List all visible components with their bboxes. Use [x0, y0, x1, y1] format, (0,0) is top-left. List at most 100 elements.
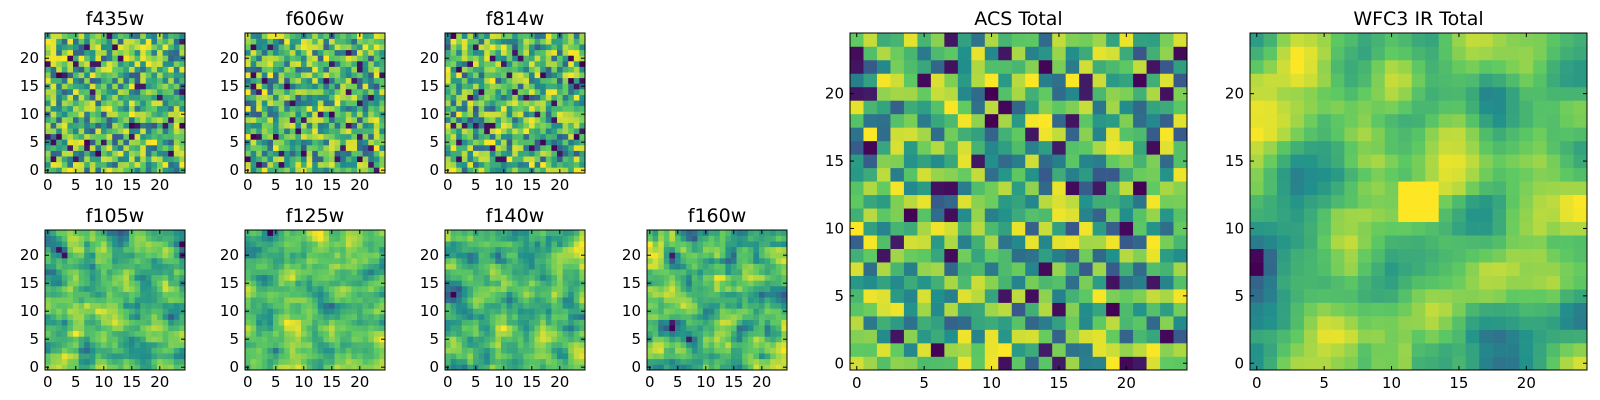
- heatmap-cell: [781, 291, 788, 298]
- heatmap-cell: [345, 302, 352, 309]
- heatmap-cell: [903, 329, 918, 344]
- heatmap-cell: [306, 161, 313, 168]
- heatmap-cell: [95, 49, 102, 56]
- heatmap-cell: [295, 105, 302, 112]
- heatmap-cell: [517, 139, 524, 146]
- heatmap-cell: [78, 133, 85, 140]
- heatmap-cell: [129, 133, 135, 140]
- heatmap-cell: [557, 314, 563, 320]
- heatmap-cell: [301, 150, 307, 157]
- heatmap-cell: [890, 194, 905, 209]
- heatmap-cell: [725, 252, 732, 259]
- heatmap-cell: [312, 342, 319, 348]
- heatmap-cell: [173, 156, 180, 163]
- heatmap-cell: [106, 241, 113, 248]
- heatmap-cell: [725, 241, 732, 248]
- heatmap-cell: [473, 308, 479, 315]
- heatmap-cell: [450, 314, 457, 320]
- heatmap-cell: [362, 83, 369, 90]
- heatmap-cell: [351, 72, 358, 79]
- heatmap-cell: [984, 343, 999, 357]
- heatmap-cell: [1025, 343, 1040, 357]
- heatmap-cell: [129, 111, 135, 118]
- heatmap-cell: [289, 122, 296, 129]
- heatmap-cell: [775, 269, 782, 276]
- heatmap-cell: [250, 33, 257, 39]
- heatmap-cell: [151, 342, 158, 348]
- x-tick-label: 5: [271, 176, 281, 194]
- heatmap-cell: [134, 330, 141, 337]
- heatmap-cell: [506, 364, 513, 371]
- heatmap-cell: [669, 286, 676, 292]
- heatmap-cell: [284, 156, 291, 163]
- heatmap-cell: [306, 302, 313, 309]
- heatmap-cell: [261, 156, 268, 163]
- heatmap-cell: [250, 263, 257, 270]
- heatmap-cell: [1038, 208, 1053, 223]
- heatmap-cell: [312, 330, 319, 337]
- heatmap-cell: [73, 319, 79, 326]
- heatmap-cell: [484, 252, 491, 259]
- heatmap-cell: [140, 133, 147, 140]
- heatmap-cell: [261, 263, 268, 270]
- heatmap-cell: [484, 89, 491, 95]
- heatmap-cell: [123, 263, 130, 270]
- heatmap-cell: [1092, 167, 1107, 182]
- heatmap-cell: [267, 269, 274, 276]
- heatmap-cell: [357, 258, 363, 264]
- heatmap-cell: [267, 319, 274, 326]
- heatmap-cell: [708, 269, 715, 276]
- heatmap-cell: [157, 133, 163, 140]
- heatmap-cell: [545, 302, 552, 309]
- heatmap-cell: [450, 302, 457, 309]
- heatmap-cell: [523, 66, 530, 73]
- heatmap-cell: [759, 347, 765, 354]
- heatmap-cell: [56, 145, 63, 151]
- heatmap-cell: [357, 274, 363, 281]
- heatmap-cell: [736, 308, 743, 315]
- heatmap-cell: [775, 314, 782, 320]
- heatmap-cell: [168, 308, 175, 315]
- heatmap-cell: [691, 252, 698, 259]
- heatmap-cell: [73, 280, 79, 287]
- heatmap-cell: [708, 364, 715, 371]
- heatmap-cell: [140, 280, 147, 287]
- heatmap-cell: [1133, 221, 1147, 236]
- heatmap-cell: [362, 347, 369, 354]
- heatmap-cell: [89, 347, 96, 354]
- heatmap-cell: [278, 241, 285, 248]
- heatmap-cell: [340, 274, 347, 281]
- heatmap-cell: [312, 156, 319, 163]
- heatmap-cell: [456, 83, 463, 90]
- heatmap-cell: [450, 246, 457, 253]
- heatmap-cell: [289, 117, 296, 123]
- heatmap-cell: [675, 353, 681, 360]
- heatmap-cell: [461, 167, 468, 174]
- heatmap-cell: [134, 246, 141, 253]
- heatmap-cell: [1173, 275, 1188, 290]
- heatmap-cell: [540, 117, 547, 123]
- heatmap-cell: [101, 241, 107, 248]
- heatmap-cell: [157, 156, 163, 163]
- heatmap-cell: [568, 145, 575, 151]
- heatmap-cell: [523, 111, 530, 118]
- heatmap-cell: [573, 235, 580, 242]
- heatmap-cell: [129, 330, 135, 337]
- heatmap-cell: [759, 246, 765, 253]
- heatmap-cell: [61, 291, 68, 298]
- heatmap-cell: [89, 83, 96, 90]
- heatmap-cell: [461, 274, 468, 281]
- x-tick-label: 20: [550, 176, 569, 194]
- heatmap-cell: [323, 44, 330, 51]
- heatmap-cell: [123, 336, 130, 343]
- heatmap-cell: [273, 161, 279, 168]
- heatmap-cell: [168, 89, 175, 95]
- heatmap-cell: [312, 269, 319, 276]
- heatmap-cell: [652, 353, 659, 360]
- heatmap-cell: [557, 156, 563, 163]
- heatmap-cell: [675, 297, 681, 304]
- heatmap-cell: [686, 274, 693, 281]
- heatmap-cell: [162, 336, 169, 343]
- heatmap-cell: [473, 246, 479, 253]
- heatmap-cell: [67, 269, 74, 276]
